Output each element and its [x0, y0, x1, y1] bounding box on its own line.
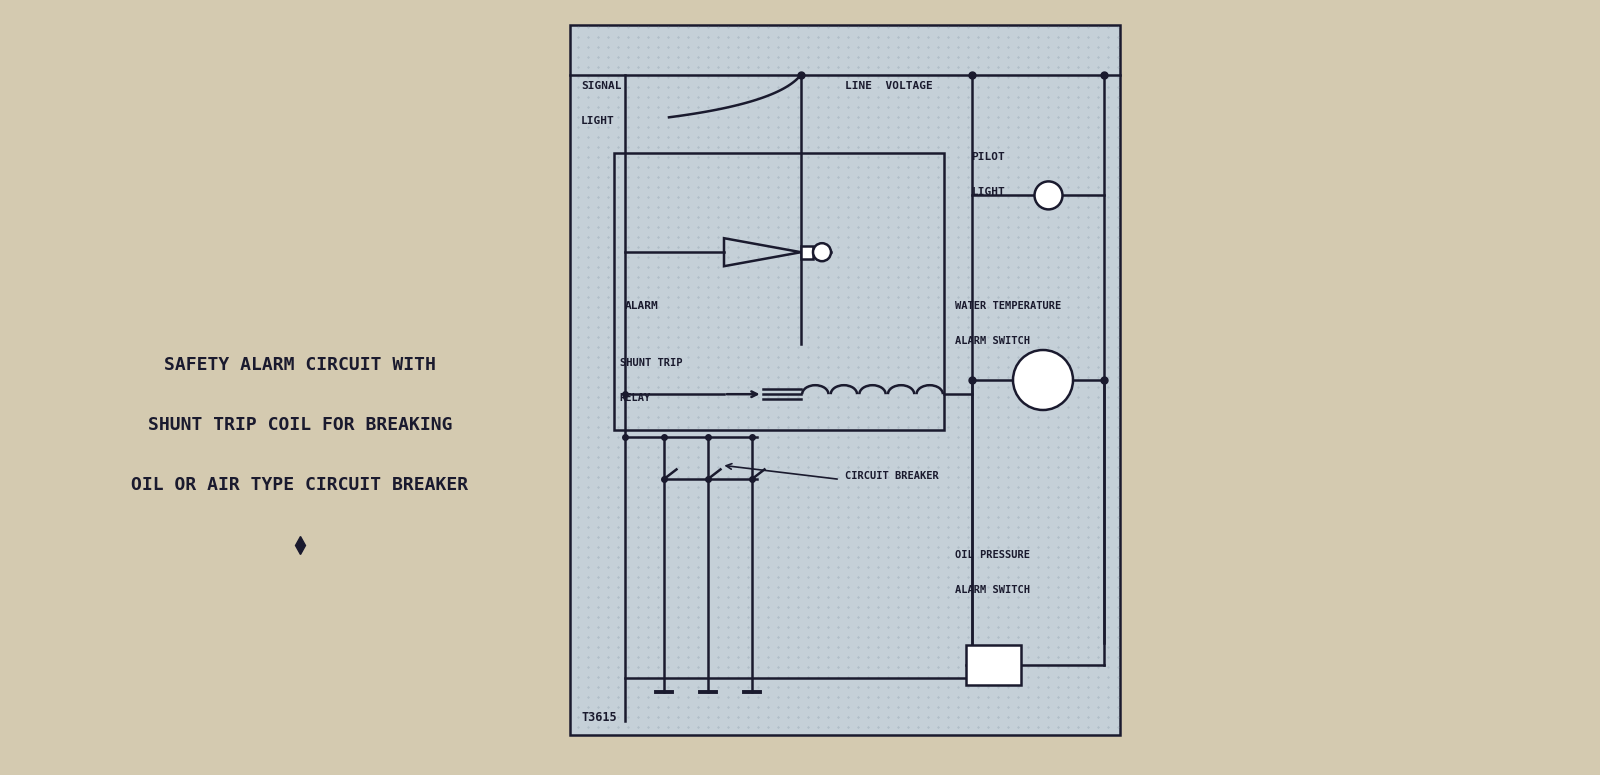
Text: SAFETY ALARM CIRCUIT WITH: SAFETY ALARM CIRCUIT WITH	[165, 356, 435, 374]
Text: WATER TEMPERATURE: WATER TEMPERATURE	[955, 301, 1061, 311]
Text: T3615: T3615	[581, 711, 616, 724]
Text: OIL PRESSURE: OIL PRESSURE	[955, 549, 1030, 560]
Text: LINE  VOLTAGE: LINE VOLTAGE	[845, 81, 933, 91]
Text: ALARM: ALARM	[626, 301, 659, 311]
Text: OIL OR AIR TYPE CIRCUIT BREAKER: OIL OR AIR TYPE CIRCUIT BREAKER	[131, 476, 469, 494]
Text: ALARM SWITCH: ALARM SWITCH	[955, 585, 1030, 595]
Text: SHUNT TRIP: SHUNT TRIP	[619, 358, 682, 368]
Text: CIRCUIT BREAKER: CIRCUIT BREAKER	[845, 471, 939, 481]
Bar	[570, 25, 1120, 735]
Text: SHUNT TRIP COIL FOR BREAKING: SHUNT TRIP COIL FOR BREAKING	[147, 416, 453, 434]
Text: ALARM SWITCH: ALARM SWITCH	[955, 336, 1030, 346]
Text: LIGHT: LIGHT	[581, 116, 614, 126]
Text: LIGHT: LIGHT	[971, 188, 1005, 198]
Text: SIGNAL: SIGNAL	[581, 81, 621, 91]
Circle shape	[1013, 350, 1074, 410]
Circle shape	[1035, 181, 1062, 209]
Bar	[614, 153, 944, 429]
Circle shape	[813, 243, 830, 261]
Text: RELAY: RELAY	[619, 393, 651, 403]
Text: PILOT: PILOT	[971, 152, 1005, 162]
Bar	[966, 646, 1021, 685]
Bar	[802, 246, 813, 259]
